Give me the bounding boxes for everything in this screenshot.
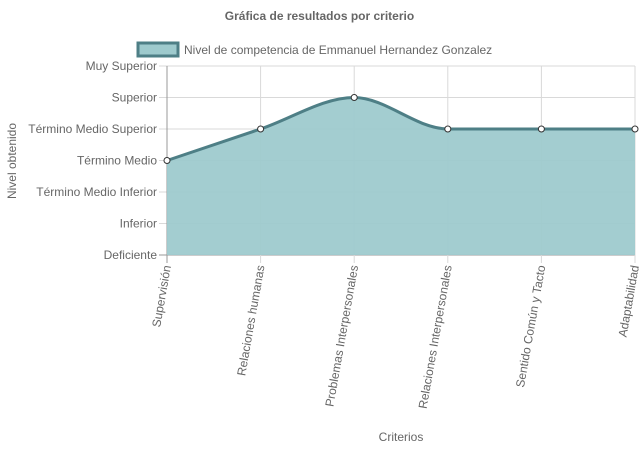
legend-swatch[interactable] xyxy=(136,41,180,58)
legend-label: Nivel de competencia de Emmanuel Hernand… xyxy=(184,43,492,57)
area-fill xyxy=(167,97,635,255)
data-point[interactable] xyxy=(257,125,265,133)
data-point[interactable] xyxy=(537,125,545,133)
y-tick-label: Término Medio Inferior xyxy=(36,185,157,199)
y-tick-label: Deficiente xyxy=(104,248,158,262)
x-tick-label: Supervisión xyxy=(149,264,174,328)
y-tick-label: Superior xyxy=(112,91,157,105)
data-point[interactable] xyxy=(163,157,171,164)
x-tick-label: Relaciones Interpersonales xyxy=(416,264,455,410)
y-tick-label: Término Medio Superior xyxy=(28,122,157,136)
chart-title: Gráfica de resultados por criterio xyxy=(224,9,415,23)
y-tick-label: Inferior xyxy=(120,217,157,231)
y-axis-title: Nivel obtenido xyxy=(5,123,19,199)
y-tick-label: Muy Superior xyxy=(86,59,157,73)
y-tick-label: Término Medio xyxy=(77,154,157,168)
x-tick-label: Problemas Interpersonales xyxy=(322,264,361,408)
data-points xyxy=(163,94,639,164)
x-axis-ticks: Supervisión Relaciones humanas Problemas I… xyxy=(149,264,639,410)
x-tick-label: Adaptabilidad xyxy=(616,264,639,338)
x-tick-label: Sentido Común y Tacto xyxy=(513,264,548,389)
x-axis-title: Criterios xyxy=(379,430,424,444)
legend[interactable]: Nivel de competencia de Emmanuel Hernand… xyxy=(136,41,492,58)
x-tick-label: Relaciones humanas xyxy=(234,264,267,377)
y-axis-ticks: Deficiente Inferior Término Medio Inferior… xyxy=(28,59,157,262)
data-point[interactable] xyxy=(631,125,639,133)
series-line xyxy=(166,95,635,162)
data-point[interactable] xyxy=(444,125,452,133)
data-point[interactable] xyxy=(350,94,358,101)
